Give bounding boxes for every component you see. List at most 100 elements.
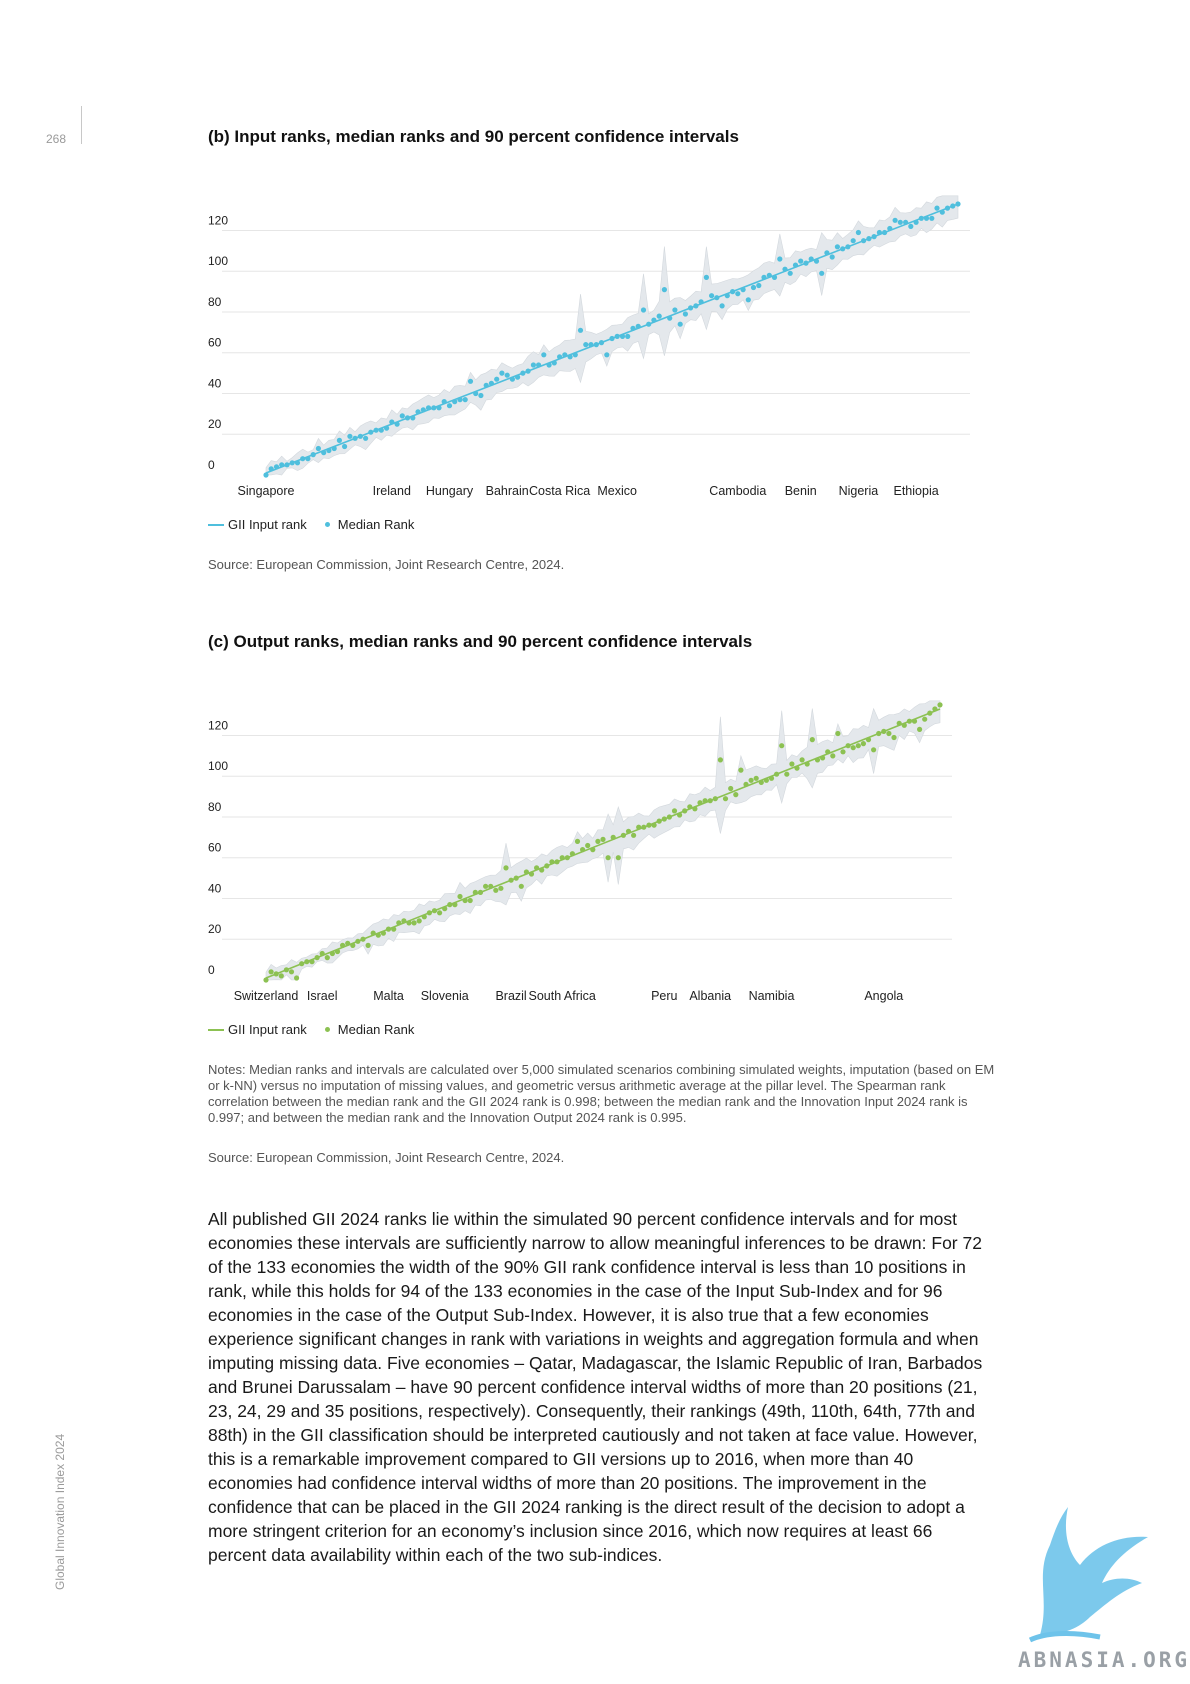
median-rank-dot [722,796,729,802]
median-rank-dot [824,250,830,256]
median-rank-dot [892,217,898,223]
median-rank-dot [319,950,325,957]
median-rank-dot [457,893,463,900]
median-rank-dot [442,906,448,912]
median-rank-dot [515,374,521,380]
median-rank-dot [609,335,615,342]
median-rank-dot [488,883,494,889]
median-rank-dot [572,352,578,358]
x-category-label: Singapore [238,484,295,498]
output-ranks-chart: 0 20 40 60 80 100 120 Switzerland Israel Malta Slo… [208,700,952,1003]
median-rank-dot [494,376,500,382]
x-category-label: Ethiopia [894,484,939,498]
median-rank-dot [467,897,473,904]
median-rank-dot [937,702,943,708]
y-tick-label: 40 [208,376,222,390]
median-rank-dot [431,405,437,411]
median-rank-dot [787,270,793,276]
y-tick-label: 100 [208,254,228,268]
median-rank-dot [944,205,951,211]
side-running-title: Global Innovation Index 2024 [53,1433,67,1590]
median-rank-dot [477,889,484,895]
figure-b-source: Source: European Commission, Joint Resea… [208,557,565,572]
median-rank-dot [758,779,764,785]
y-tick-label: 80 [208,295,222,309]
median-rank-dot [452,399,458,405]
median-rank-dot [593,342,599,348]
body-paragraph: All published GII 2024 ranks lie within … [208,1209,983,1565]
median-rank-dot [631,832,637,838]
median-rank-dot [315,445,321,452]
median-rank-dot [588,342,594,348]
x-category-label: Ireland [373,484,411,498]
median-rank-dot [273,971,279,977]
median-rank-dot [365,942,371,948]
median-rank-dot [411,920,417,926]
median-rank-dot [697,800,703,806]
legend-line-swatch [208,523,224,526]
median-rank-dot [309,959,315,965]
legend-line-swatch [208,1028,224,1031]
median-rank-dot [620,832,626,838]
median-rank-dot [314,955,320,961]
median-rank-dot [698,299,704,305]
page-number: 268 [46,132,67,146]
median-rank-dot [574,838,581,844]
median-rank-dot [799,757,805,763]
y-tick-label: 120 [208,718,228,732]
median-rank-dot [917,726,923,732]
median-rank-dot [707,798,713,804]
y-tick-label: 60 [208,841,222,855]
median-rank-dot [682,808,688,814]
median-rank-dot [345,940,351,946]
median-rank-dot [809,737,815,743]
x-category-label: Switzerland [234,989,299,1003]
median-rank-dot [363,435,369,441]
median-rank-dot [865,737,872,743]
median-rank-dot [693,303,699,309]
median-rank-dot [934,205,940,211]
median-rank-dot [499,370,505,376]
median-rank-dot [329,950,335,957]
median-rank-dot [508,877,514,883]
median-rank-dot [416,918,422,924]
median-rank-dot [525,368,531,374]
median-rank-dot [457,397,463,403]
median-rank-dot [373,427,379,433]
median-rank-dot [488,380,494,386]
median-rank-dot [761,274,767,280]
median-rank-dot [610,834,616,840]
median-rank-dot [886,730,892,737]
x-category-label: Namibia [749,989,795,1003]
median-rank-dot [782,266,788,272]
median-rank-dot [263,977,269,983]
median-rank-dot [661,816,667,822]
median-rank-dot [860,741,867,747]
median-rank-dot [268,969,274,975]
input-ranks-chart: 0 20 40 60 80 100 120 Singapore Ireland Hungary Ba… [208,195,970,498]
median-rank-dot [730,289,736,295]
median-rank-dot [687,804,693,810]
median-rank-dot [493,887,499,893]
median-rank-dot [324,955,330,961]
median-rank-dot [539,867,545,873]
median-rank-dot [355,938,361,944]
median-rank-dot [321,450,327,456]
median-rank-dot [903,219,909,225]
median-rank-dot [600,836,606,842]
figure-c-legend: GII Input rank Median Rank [208,1022,414,1037]
x-category-label: Slovenia [421,989,469,1003]
x-category-label: Mexico [597,484,637,498]
median-rank-dot [728,785,734,792]
median-rank-dot [498,885,504,891]
median-rank-dot [263,472,269,478]
median-rank-dot [625,333,631,339]
x-category-label: Cambodia [709,484,766,498]
median-rank-dot [661,287,667,293]
median-rank-dot [897,219,903,225]
median-rank-dot [378,427,384,433]
median-rank-dot [671,808,678,814]
median-rank-dot [577,327,584,333]
median-rank-dot [766,272,772,278]
median-rank-dot [604,352,610,358]
